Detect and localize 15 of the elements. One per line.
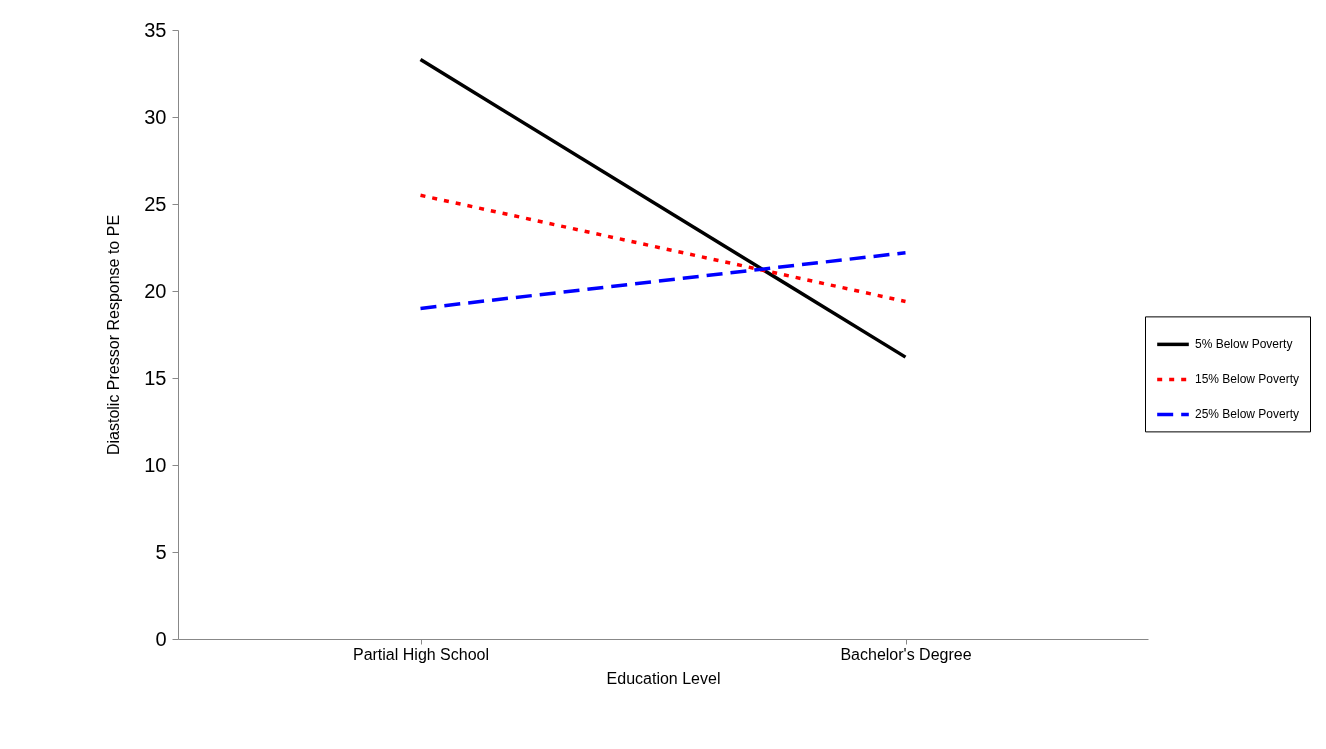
legend-label: 25% Below Poverty (1195, 407, 1300, 422)
x-tick-label: Partial High School (352, 645, 490, 663)
y-tick-label: 15 (144, 366, 167, 389)
legend-label: 5% Below Poverty (1195, 337, 1293, 352)
x-axis-title: Education Level (606, 669, 721, 687)
y-tick-label: 0 (155, 627, 167, 650)
y-tick-label: 25 (144, 192, 167, 215)
y-axis-title: Diastolic Pressor Response to PE (105, 214, 123, 456)
y-tick-label: 20 (144, 279, 167, 302)
y-tick-label: 30 (144, 105, 167, 128)
y-tick-label: 35 (144, 18, 167, 41)
legend-label: 15% Below Poverty (1195, 372, 1300, 387)
y-tick-label: 5 (155, 540, 167, 563)
x-tick-label: Bachelor's Degree (840, 645, 972, 663)
y-tick-label: 10 (144, 453, 167, 476)
